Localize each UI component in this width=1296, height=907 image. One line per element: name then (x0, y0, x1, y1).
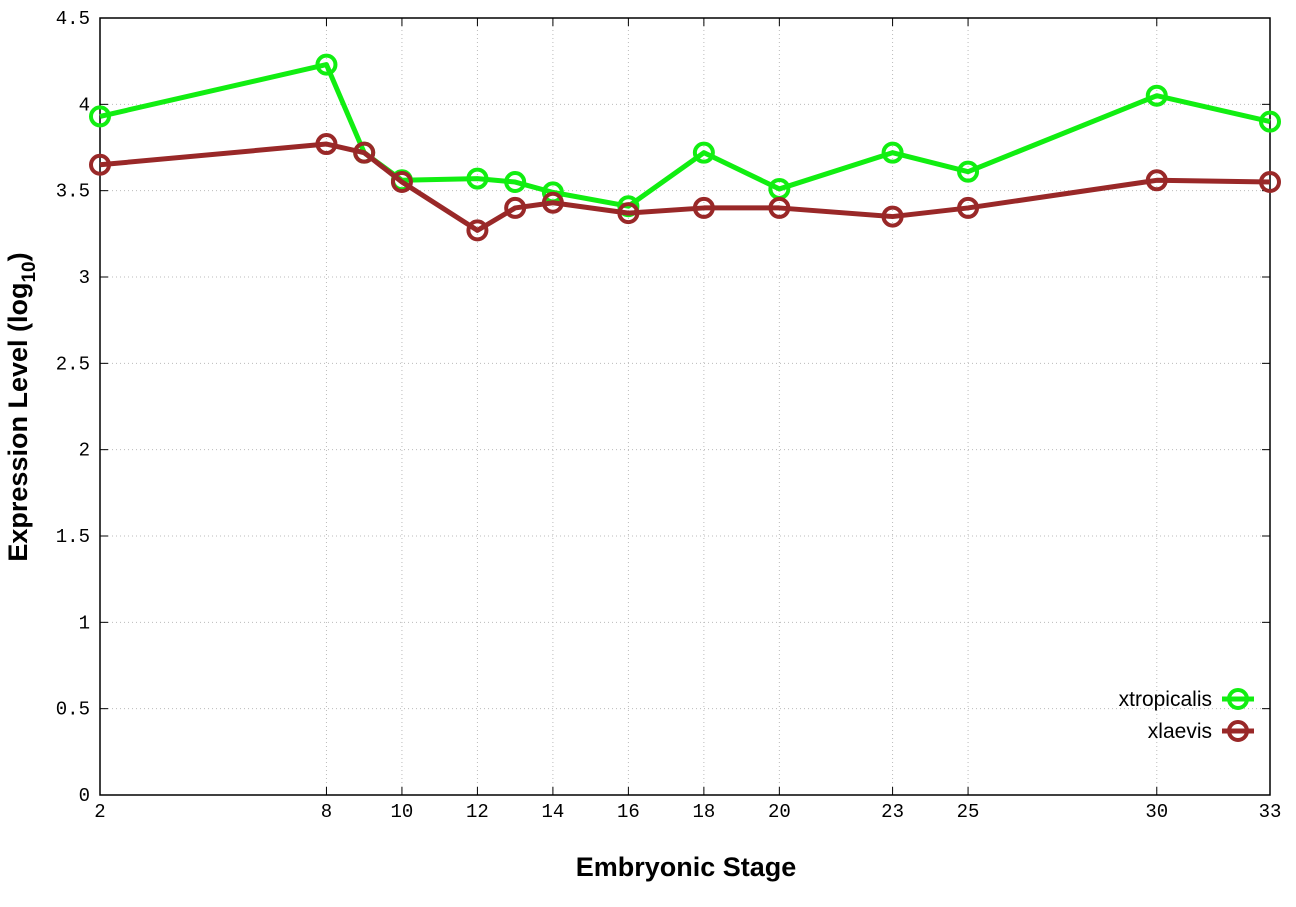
x-tick-label: 18 (692, 801, 715, 823)
data-point (353, 141, 376, 164)
x-tick-label: 12 (466, 801, 489, 823)
data-point (89, 153, 111, 176)
y-tick-label: 1.5 (56, 526, 90, 548)
ticks: 0 0.5 1 1.5 2 2.5 3 3.5 4 4.5 2 8 10 12 14 16 18 20 23 25 30… (56, 8, 1282, 823)
data-point (315, 53, 338, 76)
y-tick-label: 4 (79, 94, 90, 116)
series-line (99, 62, 1271, 209)
data-point (1145, 84, 1168, 107)
series-xlaevis (89, 133, 1281, 242)
x-tick-label: 2 (94, 801, 105, 823)
data-point (315, 133, 338, 156)
x-axis-label: Embryonic Stage (576, 852, 797, 882)
y-tick-label: 0.5 (56, 699, 90, 721)
y-tick-label: 0 (79, 785, 90, 807)
data-point (1259, 110, 1281, 133)
legend-label: xlaevis (1148, 720, 1212, 743)
x-tick-label: 25 (957, 801, 980, 823)
data-point (466, 167, 489, 190)
data-point (1145, 169, 1168, 192)
y-tick-label: 4.5 (56, 8, 90, 30)
data-point (390, 171, 413, 194)
data-point (881, 141, 904, 164)
y-axis-label: Expression Level (log10) (3, 252, 40, 561)
plot-frame (99, 17, 1271, 796)
x-tick-label: 16 (617, 801, 640, 823)
y-tick-label: 2 (79, 440, 90, 462)
x-tick-label: 14 (541, 801, 564, 823)
data-point (541, 191, 564, 214)
data-point (692, 196, 715, 219)
y-tick-label: 2.5 (56, 353, 90, 375)
x-tick-label: 23 (881, 801, 904, 823)
data-point (881, 205, 904, 228)
data-point (504, 196, 527, 219)
y-tick-label: 3 (79, 267, 90, 289)
data-point (504, 171, 527, 194)
data-point (957, 196, 980, 219)
data-point (957, 160, 980, 183)
data-point (1259, 171, 1281, 194)
data-point (768, 196, 791, 219)
y-tick-label: 1 (79, 612, 90, 634)
x-tick-label: 30 (1145, 801, 1168, 823)
x-tick-label: 20 (768, 801, 791, 823)
series-line (99, 141, 1271, 233)
grid (100, 18, 1270, 795)
legend-label: xtropicalis (1119, 688, 1212, 711)
x-tick-label: 33 (1259, 801, 1282, 823)
legend-marker (1227, 688, 1249, 710)
legend-marker (1227, 720, 1249, 742)
x-tick-label: 8 (321, 801, 332, 823)
series-xtropicalis (89, 53, 1281, 218)
data-point (692, 141, 715, 164)
data-point (89, 105, 111, 128)
y-tick-label: 3.5 (56, 181, 90, 203)
x-tick-label: 10 (391, 801, 414, 823)
data-point (466, 219, 489, 242)
series (89, 53, 1281, 242)
legend: xtropicalis xlaevis (1119, 688, 1254, 743)
data-point (617, 202, 640, 225)
